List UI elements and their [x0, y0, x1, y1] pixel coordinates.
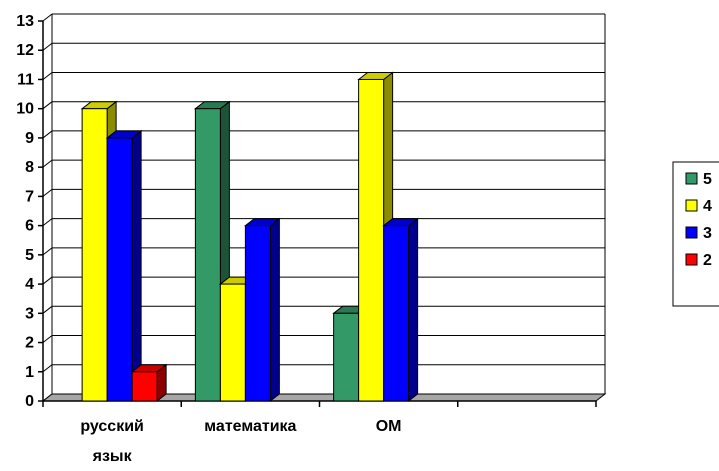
legend: 5 4 3 2: [672, 161, 719, 307]
bar-front: [194, 108, 221, 402]
bar: [243, 217, 281, 403]
y-tick-label: 7: [25, 188, 34, 205]
wall-gridline: [42, 42, 53, 51]
bar: [130, 363, 168, 403]
x-axis-category-labels: русский язык математика ОМ: [80, 418, 401, 465]
bar-front: [383, 225, 410, 402]
x-category-label: математика: [204, 418, 296, 435]
wall-gridline: [42, 130, 53, 139]
legend-swatch: [685, 199, 698, 212]
bar-front: [244, 225, 271, 402]
y-tick-label: 12: [16, 42, 34, 59]
wall-gridline: [42, 188, 53, 197]
wall-gridline: [42, 305, 53, 314]
bar-front: [333, 312, 360, 402]
wall-gridline: [42, 101, 53, 110]
y-tick-label: 5: [25, 247, 34, 264]
y-tick-label: 6: [25, 218, 34, 235]
wall-gridline: [42, 364, 53, 373]
bar: [105, 129, 143, 403]
wall-gridline: [42, 72, 53, 80]
wall-gridline: [42, 218, 53, 227]
bars: [80, 71, 420, 403]
bar-side: [408, 217, 419, 403]
y-tick-label: 3: [25, 305, 34, 322]
x-category-label: ОМ: [376, 418, 402, 435]
y-tick-label: 0: [25, 393, 34, 410]
y-tick-label: 10: [16, 101, 34, 118]
y-tick-label: 13: [16, 13, 34, 30]
legend-swatch: [685, 253, 698, 266]
bar-side: [269, 217, 280, 403]
x-category-label: русский: [80, 418, 144, 435]
legend-label: 3: [703, 225, 712, 242]
legend-label: 5: [703, 171, 712, 188]
wall-gridline: [42, 335, 53, 343]
x-category-label: язык: [92, 448, 133, 465]
legend-label: 2: [703, 252, 712, 269]
y-tick-label: 2: [25, 335, 34, 352]
legend-swatch: [685, 172, 698, 185]
wall-gridline: [42, 13, 53, 22]
y-tick-label: 11: [17, 71, 34, 88]
bar-front: [131, 371, 158, 402]
y-tick-label: 9: [25, 130, 34, 147]
bar: [382, 217, 420, 403]
bar-front: [358, 78, 385, 402]
bar-front: [81, 108, 108, 402]
y-tick-label: 4: [25, 276, 34, 293]
y-tick-label: 8: [25, 159, 34, 176]
bar-front: [106, 137, 133, 402]
wall-gridline: [42, 247, 53, 256]
wall-gridline: [42, 276, 53, 285]
wall-gridline: [42, 159, 53, 168]
y-tick-label: 1: [25, 364, 34, 381]
bar-side: [131, 129, 142, 403]
legend-label: 4: [703, 198, 712, 215]
legend-swatch: [685, 226, 698, 239]
bar-front: [219, 283, 246, 402]
gridlines: [42, 13, 606, 402]
